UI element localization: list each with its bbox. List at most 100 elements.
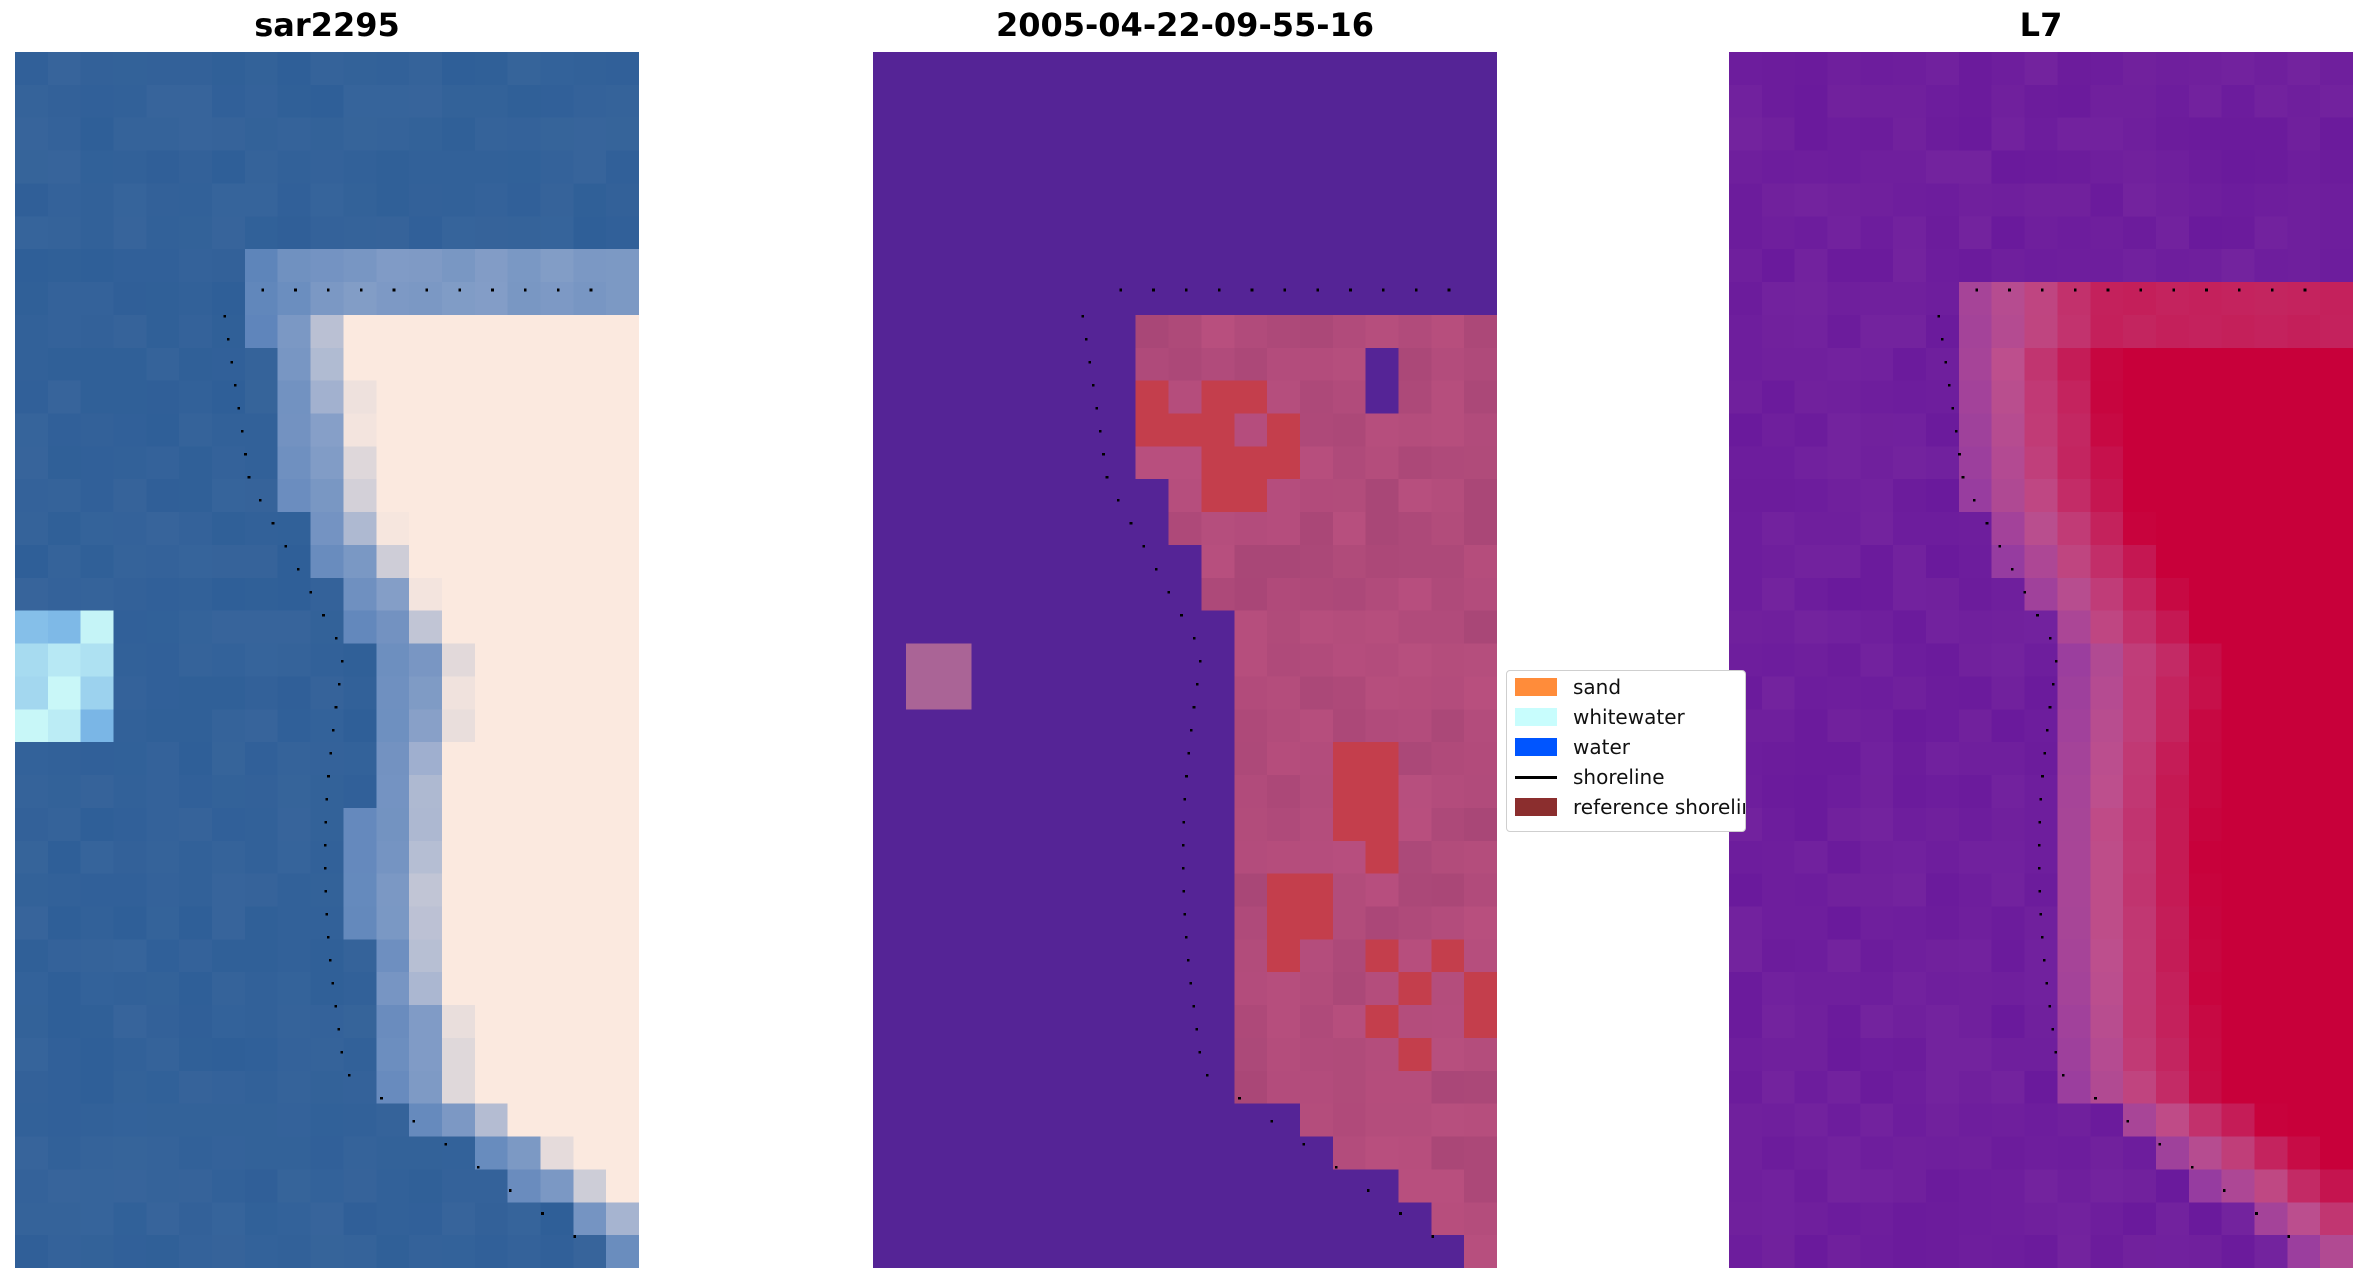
pixel [1267,577,1301,612]
pixel [2287,1169,2321,1203]
pixel [2057,183,2091,217]
pixel [441,249,476,283]
pixel [573,314,607,349]
index-image [1729,52,2353,1268]
pixel [873,117,907,152]
pixel [1926,380,1960,415]
pixel [212,183,246,217]
pixel [1168,479,1203,513]
pixel [1991,249,2026,283]
pixel [873,1005,907,1039]
shoreline-point [348,1074,351,1077]
shoreline-point [2270,288,2274,292]
pixel [540,84,574,119]
pixel [905,1136,940,1171]
pixel [1991,380,2026,415]
pixel [2254,446,2288,480]
pixel [873,676,907,710]
pixel [1991,282,2026,316]
pixel [2123,643,2157,678]
pixel [179,282,213,316]
pixel [1729,117,1763,152]
pixel [146,807,180,842]
pixel [376,1235,410,1268]
pixel [873,577,907,612]
pixel [474,840,509,875]
pixel [310,1037,345,1072]
pixel [2155,643,2190,678]
pixel [1958,1070,1993,1105]
pixel [1037,906,1071,941]
pixel [1135,314,1170,349]
pixel [179,742,213,776]
pixel [113,84,148,119]
shoreline-point [2036,613,2039,617]
pixel [343,939,377,973]
pixel [1958,807,1993,842]
pixel [1070,314,1104,349]
pixel [2057,479,2091,513]
pixel [1037,1070,1071,1105]
pixel [47,216,82,250]
pixel [1926,840,1960,875]
pixel [310,1070,345,1105]
pixel [1332,413,1367,448]
pixel [2188,1169,2223,1203]
pixel [277,249,312,283]
shoreline-point [1951,406,1954,410]
pixel [1070,413,1104,448]
pixel [905,610,940,645]
pixel [1070,709,1104,743]
pixel [179,1070,213,1105]
pixel [606,873,639,908]
pixel [2254,742,2288,776]
pixel [1168,380,1203,415]
pixel [540,577,574,612]
pixel [146,709,180,743]
shoreline-point [2042,959,2046,962]
pixel [80,840,115,875]
pixel [1794,577,1829,612]
pixel [474,676,509,710]
pixel [376,610,410,645]
pixel [1267,347,1301,382]
pixel [573,906,607,941]
pixel [1267,1005,1301,1039]
pixel [47,1136,82,1171]
pixel [2057,1202,2091,1236]
pixel [1991,512,2026,546]
pixel [1860,52,1894,86]
pixel [905,216,940,250]
pixel [343,577,377,612]
pixel [441,1070,476,1105]
pixel [873,314,907,349]
pixel [179,183,213,217]
pixel [146,380,180,415]
pixel [1102,52,1137,86]
pixel [540,709,574,743]
pixel [1464,512,1497,546]
pixel [1860,577,1894,612]
pixel [2221,709,2256,743]
shoreline-point [1961,475,1965,479]
pixel [15,150,49,185]
pixel [2024,1136,2059,1171]
pixel [1794,709,1829,743]
pixel [1332,380,1367,415]
pixel [47,906,82,941]
pixel [1794,347,1829,382]
shoreline-point [2190,1166,2194,1169]
pixel [2221,117,2256,152]
pixel [1070,183,1104,217]
shoreline-point [1187,752,1190,755]
pixel [1102,709,1137,743]
pixel [277,150,312,185]
pixel [1860,413,1894,448]
pixel [1991,1070,2026,1105]
pixel [938,1103,973,1138]
pixel [1102,446,1137,480]
pixel [1729,840,1763,875]
pixel [1102,972,1137,1006]
pixel [1037,1005,1071,1039]
pixel [2254,282,2288,316]
